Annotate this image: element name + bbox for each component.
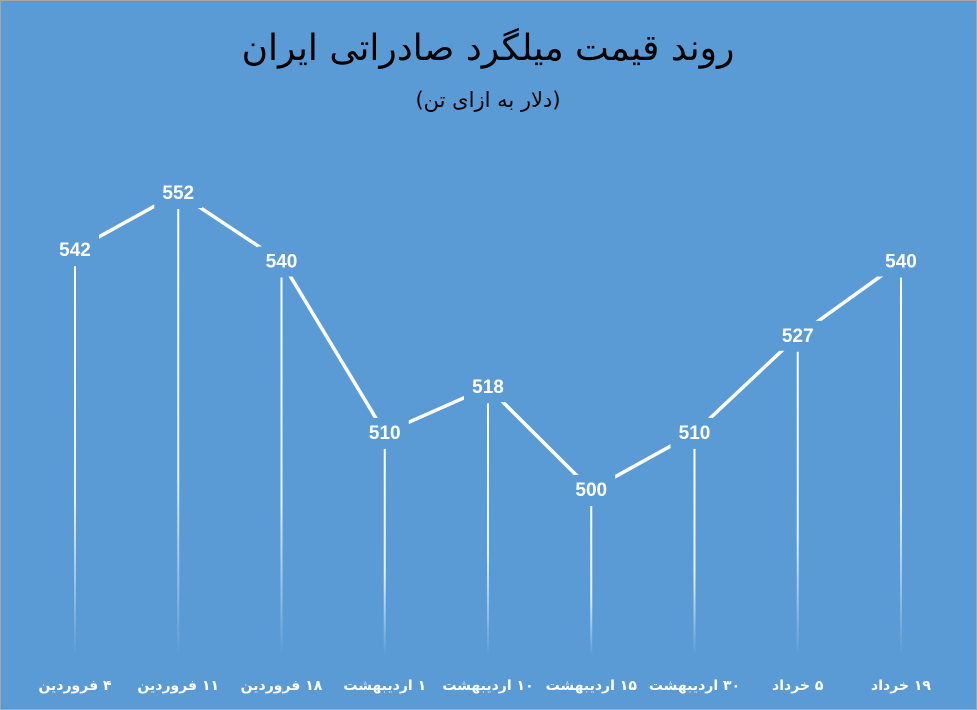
label-background: [567, 475, 616, 505]
label-background: [670, 417, 719, 448]
data-label: 500: [575, 480, 607, 501]
drop-line: [796, 351, 799, 655]
drop-line: [693, 448, 696, 655]
x-tick-label: ۱۱ فروردین: [137, 678, 219, 694]
label-background: [154, 178, 203, 208]
x-tick-label: ۱۵ اردیبهشت: [546, 678, 638, 694]
label-background: [257, 246, 306, 277]
x-tick-label: ۴ فروردین: [38, 678, 112, 694]
data-label: 540: [885, 252, 917, 273]
drop-line: [487, 403, 489, 655]
data-label: 510: [369, 423, 401, 444]
data-label: 552: [162, 183, 194, 204]
label-background: [51, 235, 99, 266]
x-tick-label: ۱۸ فروردین: [241, 678, 323, 694]
label-background: [360, 417, 409, 448]
drop-line: [590, 506, 593, 655]
label-background: [877, 246, 925, 277]
data-label: 540: [266, 252, 298, 273]
data-label: 518: [472, 377, 504, 398]
label-background: [464, 372, 512, 403]
data-label: 542: [59, 240, 91, 261]
drop-line: [280, 277, 283, 655]
drop-line: [900, 277, 902, 655]
label-background: [773, 320, 822, 351]
drop-line: [177, 209, 180, 655]
x-tick-label: ۵ خرداد: [772, 678, 824, 694]
chart-title: روند قیمت میلگرد صادراتی ایران: [242, 27, 735, 69]
x-tick-label: ۱۹ خرداد: [871, 678, 931, 694]
x-tick-label: ۱ اردیبهشت: [343, 678, 426, 694]
x-tick-label: ۱۰ اردیبهشت: [442, 678, 533, 694]
data-label: 510: [679, 423, 711, 444]
drop-line: [74, 266, 76, 655]
chart-subtitle: (دلار به ازای تن): [415, 88, 560, 112]
drop-line: [383, 448, 386, 655]
data-label: 527: [782, 326, 814, 347]
x-tick-label: ۳۰ اردیبهشت: [649, 678, 740, 694]
